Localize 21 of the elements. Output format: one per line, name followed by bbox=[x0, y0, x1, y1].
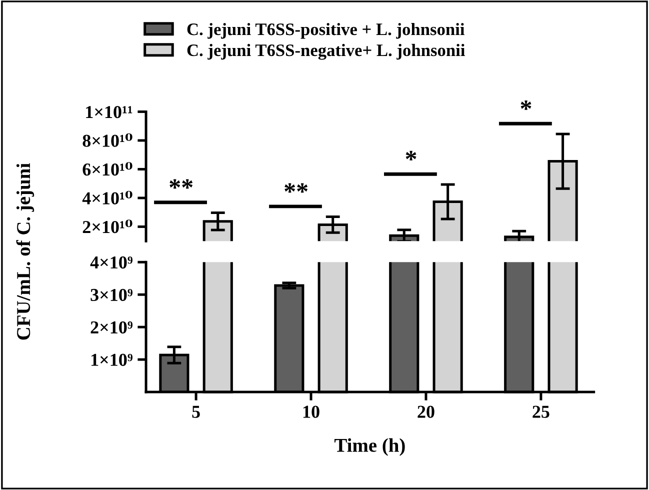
y-tick-label: 4×10⁹ bbox=[90, 256, 132, 269]
annotation: ** bbox=[284, 183, 308, 193]
y-tick-label: 4×10¹⁰ bbox=[82, 190, 132, 204]
y-tick-label: 2×10⁹ bbox=[90, 321, 132, 334]
y-tick-label: 3×10⁹ bbox=[90, 288, 132, 302]
y-tick-label: 2×10¹⁰ bbox=[82, 220, 132, 234]
y-tick-label: 1×10¹¹ bbox=[86, 106, 132, 118]
y-tick-label: 8×10¹⁰ bbox=[82, 133, 132, 147]
x-axis-title: Time (h) bbox=[334, 438, 405, 456]
annotation: ** bbox=[170, 179, 193, 189]
x-tick-label: 25 bbox=[532, 406, 550, 418]
x-tick-label: 10 bbox=[303, 406, 320, 418]
annotation: * bbox=[406, 150, 416, 160]
y-axis-title: CFU/mL. of C. jejuni bbox=[16, 163, 34, 340]
y-tick-label: 6×10¹⁰ bbox=[82, 162, 132, 176]
x-tick-label: 5 bbox=[192, 406, 200, 418]
legend-label: C. jejuni T6SS-negative+ L. johnsonii bbox=[187, 44, 465, 60]
y-tick-label: 1×10⁹ bbox=[91, 354, 132, 366]
legend-label: C. jejuni T6SS-positive + L. johnsonii bbox=[187, 22, 465, 39]
x-tick-label: 20 bbox=[418, 406, 434, 418]
text: * bbox=[520, 100, 532, 110]
